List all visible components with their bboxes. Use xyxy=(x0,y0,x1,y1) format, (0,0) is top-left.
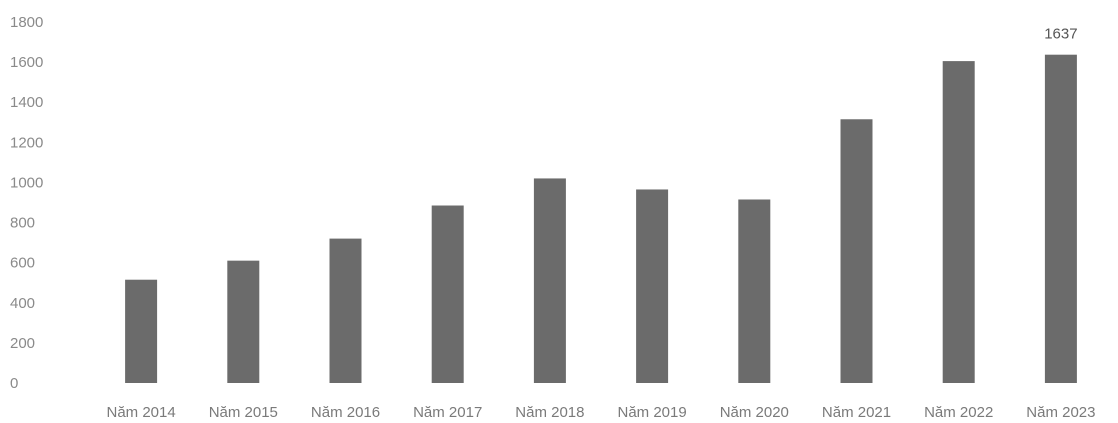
bar xyxy=(125,279,158,383)
data-labels: 1637 xyxy=(1044,26,1077,43)
y-tick-label: 1000 xyxy=(10,174,43,191)
x-tick-label: Năm 2016 xyxy=(311,404,380,421)
y-tick-label: 1600 xyxy=(10,54,43,71)
y-tick-label: 1800 xyxy=(10,14,43,31)
x-tick-label: Năm 2015 xyxy=(209,404,278,421)
y-tick-label: 800 xyxy=(10,215,35,232)
x-tick-label: Năm 2019 xyxy=(617,404,686,421)
bar xyxy=(942,61,975,383)
bar xyxy=(738,199,771,383)
x-tick-label: Năm 2018 xyxy=(515,404,584,421)
bar xyxy=(1044,54,1077,384)
bar xyxy=(636,189,669,383)
bar xyxy=(431,205,464,383)
bar xyxy=(227,260,260,383)
y-tick-label: 0 xyxy=(10,375,18,392)
bar xyxy=(329,238,362,383)
x-tick-label: Năm 2021 xyxy=(822,404,891,421)
y-tick-label: 1400 xyxy=(10,94,43,111)
x-tick-label: Năm 2014 xyxy=(106,404,175,421)
x-tick-label: Năm 2023 xyxy=(1026,404,1095,421)
y-axis: 0 200 400 600 800 1000 1200 1400 1600 1800 xyxy=(10,14,43,392)
bars xyxy=(125,54,1077,384)
x-tick-label: Năm 2022 xyxy=(924,404,993,421)
data-label: 1637 xyxy=(1044,26,1077,43)
y-tick-label: 200 xyxy=(10,335,35,352)
y-tick-label: 600 xyxy=(10,255,35,272)
x-tick-label: Năm 2020 xyxy=(720,404,789,421)
x-tick-label: Năm 2017 xyxy=(413,404,482,421)
y-tick-label: 400 xyxy=(10,295,35,312)
bar xyxy=(840,119,873,384)
bar xyxy=(533,178,566,383)
y-tick-label: 1200 xyxy=(10,134,43,151)
x-axis: Năm 2014 Năm 2015 Năm 2016 Năm 2017 Năm 2018… xyxy=(106,404,1095,421)
